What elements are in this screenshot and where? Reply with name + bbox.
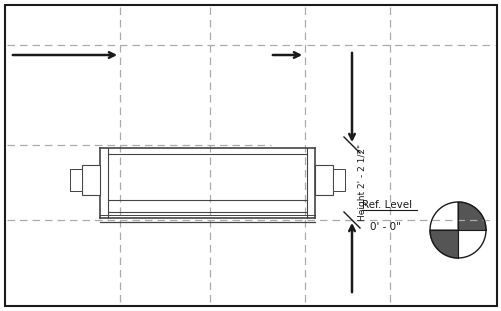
Bar: [314, 165, 332, 195]
Polygon shape: [457, 202, 485, 230]
Bar: [70, 169, 82, 191]
Text: Ref. Level: Ref. Level: [361, 200, 411, 210]
Polygon shape: [429, 230, 457, 258]
Bar: [332, 169, 344, 191]
Bar: [82, 165, 100, 195]
Text: 0' - 0": 0' - 0": [369, 222, 400, 232]
Text: Height 2' - 2 1/2": Height 2' - 2 1/2": [357, 144, 366, 221]
